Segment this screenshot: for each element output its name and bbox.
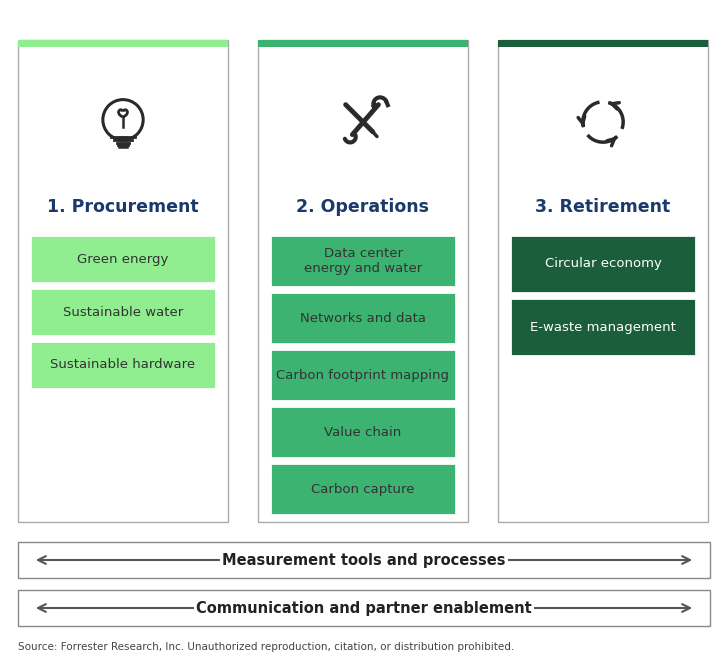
Bar — [30, 341, 216, 389]
Bar — [18, 542, 710, 578]
Bar — [18, 40, 228, 47]
Bar — [258, 40, 468, 47]
Bar — [498, 40, 708, 522]
Text: Carbon capture: Carbon capture — [312, 483, 415, 495]
Text: Green energy: Green energy — [77, 252, 169, 265]
Bar — [270, 235, 456, 287]
Text: Networks and data: Networks and data — [300, 312, 426, 324]
Text: Sustainable water: Sustainable water — [63, 305, 183, 318]
Text: Sustainable hardware: Sustainable hardware — [50, 359, 196, 371]
Bar — [270, 349, 456, 401]
Bar — [270, 292, 456, 344]
Text: 1. Procurement: 1. Procurement — [47, 198, 199, 216]
Text: 2. Operations: 2. Operations — [296, 198, 430, 216]
Bar — [270, 463, 456, 515]
Text: Data center
energy and water: Data center energy and water — [304, 247, 422, 275]
Text: Source: Forrester Research, Inc. Unauthorized reproduction, citation, or distrib: Source: Forrester Research, Inc. Unautho… — [18, 642, 514, 652]
Text: Value chain: Value chain — [325, 426, 402, 438]
Bar — [30, 288, 216, 336]
Text: Communication and partner enablement: Communication and partner enablement — [196, 600, 532, 616]
Text: Measurement tools and processes: Measurement tools and processes — [222, 553, 506, 567]
Text: Carbon footprint mapping: Carbon footprint mapping — [277, 369, 449, 381]
Bar — [510, 298, 696, 356]
Bar — [18, 40, 228, 522]
Bar — [30, 235, 216, 283]
Bar — [18, 590, 710, 626]
Bar — [258, 40, 468, 522]
Bar — [510, 235, 696, 293]
Bar — [498, 40, 708, 47]
Text: Circular economy: Circular economy — [545, 258, 662, 271]
Text: E-waste management: E-waste management — [530, 320, 676, 334]
Bar — [270, 406, 456, 458]
Text: 3. Retirement: 3. Retirement — [535, 198, 670, 216]
